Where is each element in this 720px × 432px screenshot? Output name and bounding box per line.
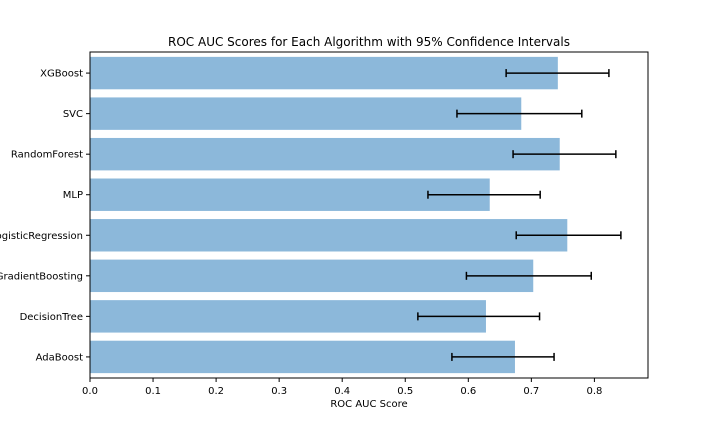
x-tick-label: 0.2 [208,386,224,397]
bar [90,340,515,374]
bar [90,219,568,252]
bar [90,137,560,171]
y-tick-label: LogisticRegression [0,231,83,242]
y-tick-label: DecisionTree [20,312,83,323]
x-axis-label: ROC AUC Score [330,399,407,410]
bar [90,97,522,130]
x-tick-label: 0.3 [271,386,287,397]
x-tick-label: 0.8 [586,386,602,397]
x-tick-label: 0.4 [334,386,350,397]
y-tick-label: GradientBoosting [0,271,83,282]
bar [90,56,558,90]
x-tick-label: 0.1 [145,386,161,397]
y-tick-label: RandomForest [11,150,83,161]
x-tick-label: 0.5 [397,386,413,397]
bar [90,259,534,293]
x-tick-label: 0.0 [82,386,98,397]
x-tick-label: 0.7 [523,386,539,397]
x-tick-label: 0.6 [460,386,476,397]
bar [90,178,490,211]
bars-group [90,56,568,374]
y-tick-label: XGBoost [40,69,83,80]
plot-frame [89,51,649,379]
y-tick-label: MLP [63,190,83,201]
errorbars-group [417,69,622,361]
y-tick-label: SVC [63,109,83,120]
chart-title: ROC AUC Scores for Each Algorithm with 9… [168,35,570,49]
x-axis: 0.0 0.1 0.2 0.3 0.4 0.5 0.6 0.7 0.8 [82,378,602,397]
y-axis: XGBoost SVC RandomForest MLP LogisticRegress… [0,69,90,363]
y-tick-label: AdaBoost [36,352,83,363]
